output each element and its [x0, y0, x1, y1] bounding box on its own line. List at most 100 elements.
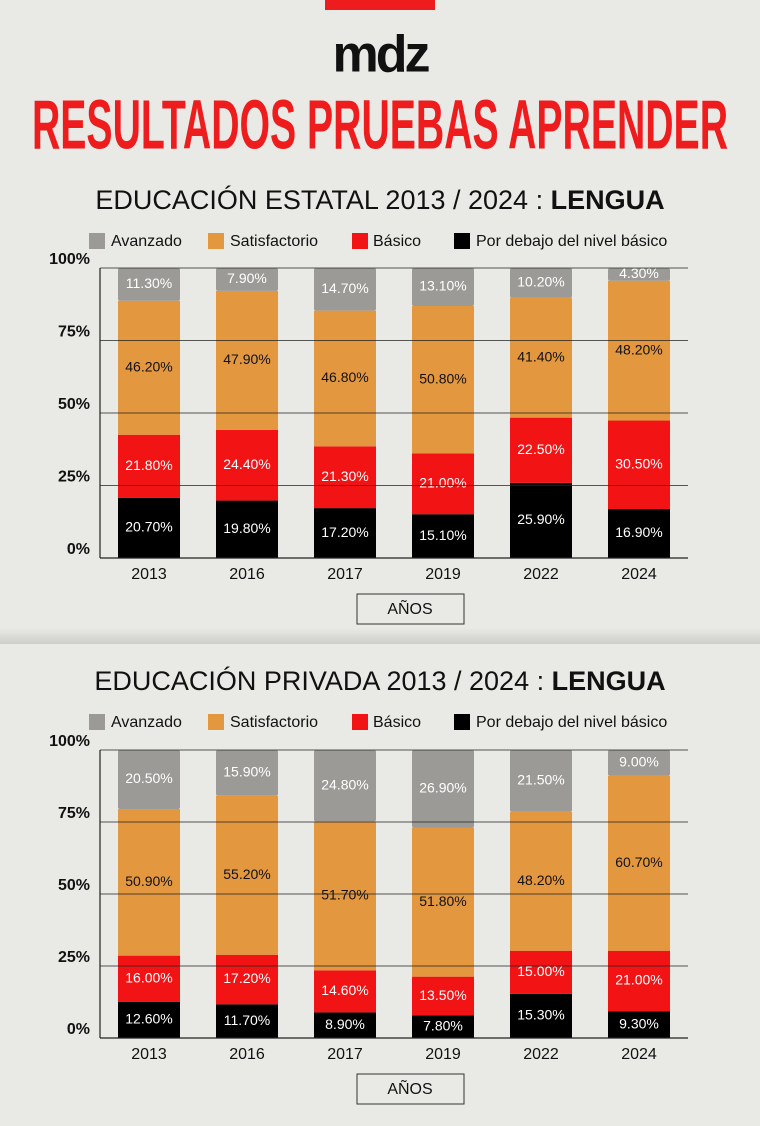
legend-swatch: [352, 714, 368, 730]
bar-segment: [118, 809, 180, 956]
y-tick-label: 75%: [58, 324, 90, 341]
value-label: 46.20%: [125, 358, 172, 374]
value-label: 20.70%: [125, 519, 172, 535]
y-tick-label: 75%: [58, 805, 90, 822]
value-label: 48.20%: [517, 872, 564, 888]
bar-segment: [118, 434, 180, 498]
chart-title: EDUCACIÓN ESTATAL 2013 / 2024 : LENGUA: [95, 184, 664, 215]
value-label: 11.70%: [224, 1012, 270, 1028]
value-label: 17.20%: [321, 524, 368, 540]
value-label: 7.80%: [423, 1017, 463, 1033]
legend-swatch: [454, 714, 470, 730]
bar-segment: [412, 1015, 474, 1038]
legend-label: Básico: [373, 714, 421, 731]
value-label: 13.10%: [419, 278, 466, 294]
bar-segment: [314, 821, 376, 971]
value-label: 15.10%: [419, 527, 466, 543]
value-label: 12.60%: [125, 1011, 172, 1027]
value-label: 21.80%: [125, 457, 172, 473]
value-label: 8.90%: [325, 1016, 365, 1032]
value-label: 50.80%: [419, 370, 466, 386]
value-label: 4.30%: [619, 265, 659, 281]
bar-segment: [608, 280, 670, 421]
chart-title: EDUCACIÓN PRIVADA 2013 / 2024 : LENGUA: [94, 665, 665, 696]
value-label: 46.80%: [321, 369, 368, 385]
separator: [0, 628, 760, 644]
y-tick-label: 25%: [58, 469, 90, 486]
value-label: 24.80%: [321, 776, 368, 792]
logo: mdz: [333, 26, 430, 84]
bar-segment: [412, 827, 474, 977]
bar-segment: [216, 750, 278, 796]
value-label: 20.50%: [125, 770, 172, 786]
value-label: 55.20%: [223, 866, 270, 882]
x-tick-label: 2022: [523, 566, 559, 583]
bar-segment: [216, 954, 278, 1005]
bar-segment: [314, 268, 376, 311]
legend-label: Satisfactorio: [230, 233, 318, 250]
value-label: 47.90%: [223, 351, 270, 367]
legend-swatch: [89, 714, 105, 730]
bar-segment: [412, 514, 474, 558]
value-label: 51.80%: [419, 893, 466, 909]
value-label: 16.00%: [125, 969, 172, 985]
x-axis-label: AÑOS: [387, 1078, 432, 1098]
bar-segment: [510, 268, 572, 298]
y-tick-label: 100%: [49, 733, 90, 750]
y-tick-label: 50%: [58, 877, 90, 894]
x-tick-label: 2013: [131, 1046, 167, 1063]
value-label: 24.40%: [223, 456, 270, 472]
x-tick-label: 2019: [425, 566, 461, 583]
bar-segment: [118, 750, 180, 810]
x-tick-label: 2017: [327, 566, 363, 583]
value-label: 21.50%: [517, 772, 564, 788]
value-label: 51.70%: [321, 887, 368, 903]
value-label: 21.00%: [419, 474, 466, 490]
x-tick-label: 2019: [425, 1046, 461, 1063]
value-label: 21.00%: [615, 972, 662, 988]
bar-segment: [314, 446, 376, 509]
y-tick-label: 0%: [67, 541, 90, 558]
bar-segment: [118, 497, 180, 558]
x-label-box: [356, 593, 465, 625]
value-label: 15.90%: [223, 764, 270, 780]
y-tick-label: 25%: [58, 949, 90, 966]
bar-segment: [510, 993, 572, 1038]
x-tick-label: 2024: [621, 1046, 657, 1063]
bar-segment: [118, 300, 180, 435]
bar-segment: [412, 305, 474, 454]
bar-segment: [216, 268, 278, 291]
chart-title-text: EDUCACIÓN ESTATAL 2013 / 2024 :: [95, 184, 543, 215]
value-label: 10.20%: [517, 273, 564, 289]
bar-segment: [608, 950, 670, 1012]
legend-label: Por debajo del nivel básico: [476, 714, 667, 731]
bar-segment: [314, 508, 376, 558]
legend-swatch: [454, 233, 470, 249]
bar-segment: [412, 750, 474, 828]
legend-label: Básico: [373, 233, 421, 250]
value-label: 17.20%: [223, 970, 270, 986]
value-label: 21.30%: [321, 468, 368, 484]
value-label: 16.90%: [615, 524, 662, 540]
x-tick-label: 2022: [523, 1046, 559, 1063]
bar-segment: [216, 290, 278, 430]
bar-segment: [216, 500, 278, 558]
legend-swatch: [208, 714, 224, 730]
legend-label: Avanzado: [111, 233, 182, 250]
bar-segment: [412, 453, 474, 515]
bar-segment: [216, 429, 278, 501]
x-tick-label: 2017: [327, 1046, 363, 1063]
value-label: 11.30%: [126, 275, 172, 291]
bar-segment: [510, 750, 572, 812]
y-tick-label: 50%: [58, 396, 90, 413]
value-label: 15.30%: [517, 1007, 564, 1023]
bar-segment: [118, 1001, 180, 1038]
value-label: 60.70%: [615, 854, 662, 870]
value-label: 13.50%: [419, 987, 466, 1003]
value-label: 30.50%: [615, 455, 662, 471]
bar-segment: [608, 268, 670, 281]
bar-segment: [118, 268, 180, 301]
value-label: 19.80%: [223, 520, 270, 536]
x-tick-label: 2024: [621, 566, 657, 583]
